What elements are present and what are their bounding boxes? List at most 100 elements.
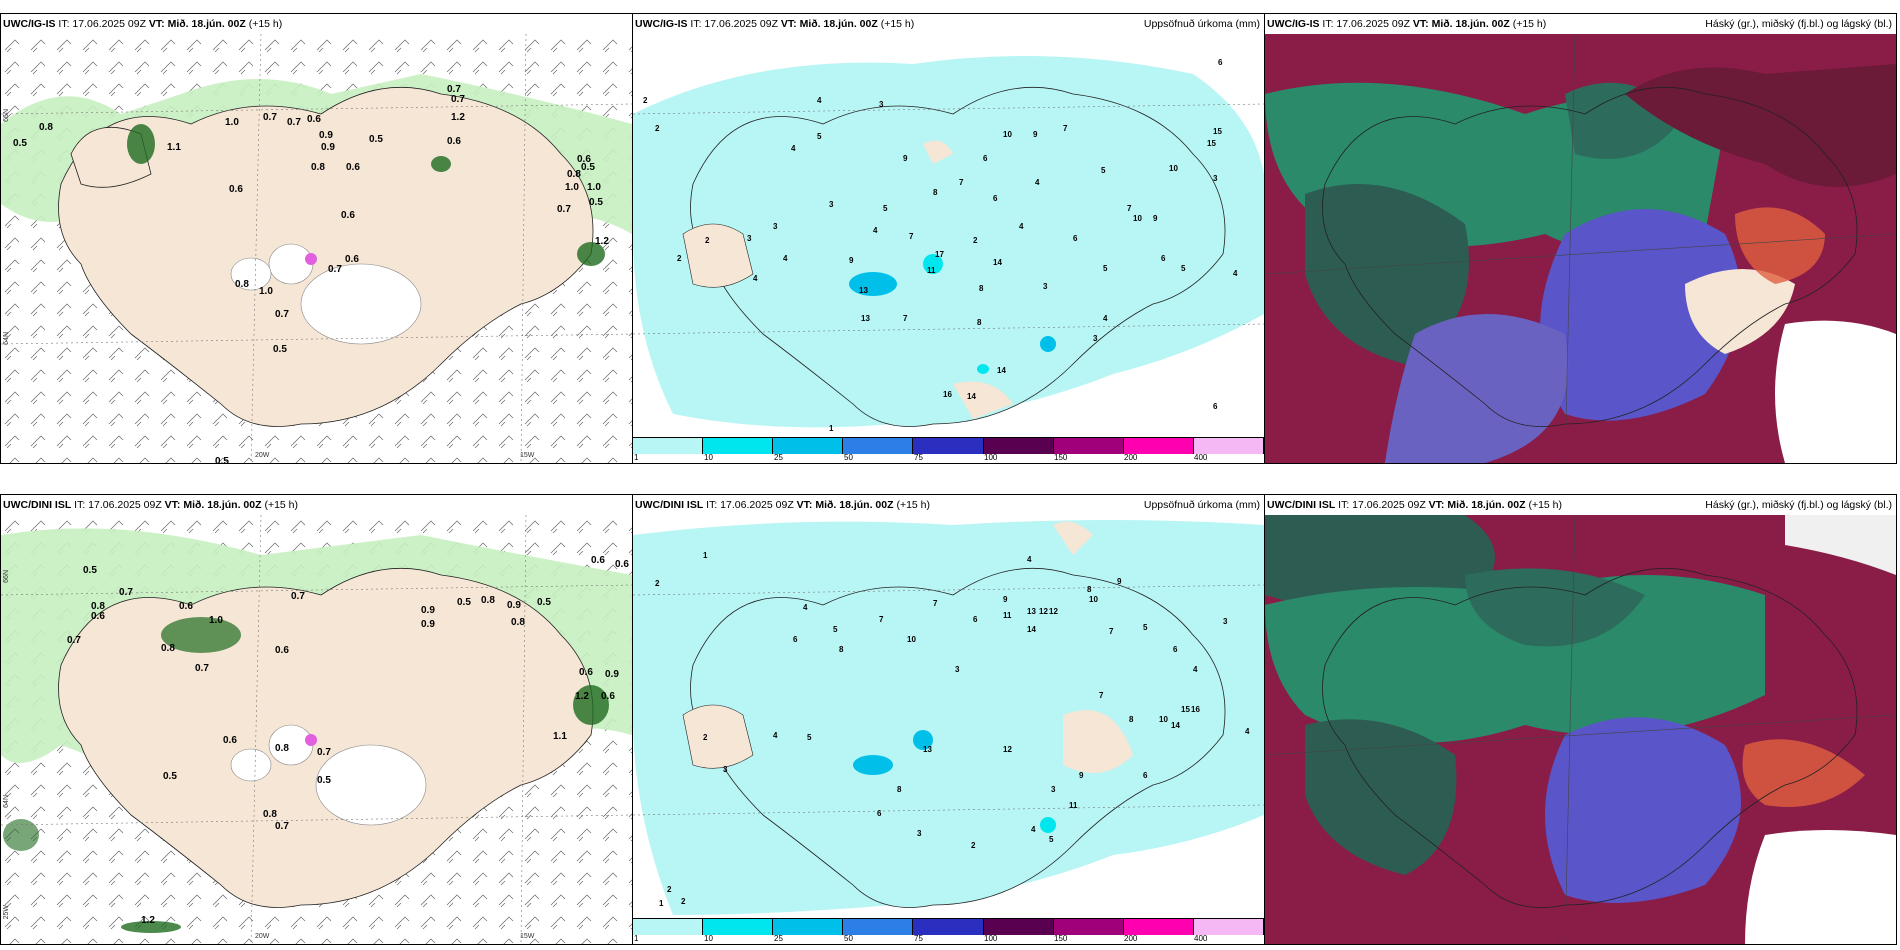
precip-value: 14 bbox=[997, 366, 1006, 375]
precip-value: 5 bbox=[833, 625, 838, 634]
precip-value: 4 bbox=[1245, 727, 1250, 736]
panel-title: Uppsöfnuð úrkoma (mm) bbox=[1143, 18, 1260, 30]
panel-title: Uppsöfnuð úrkoma (mm) bbox=[1143, 499, 1260, 511]
lead-time: (+15 h) bbox=[880, 18, 915, 30]
legend-swatch bbox=[843, 438, 914, 454]
precip-value: 8 bbox=[1129, 715, 1134, 724]
legend-colorbar bbox=[633, 918, 1264, 935]
precip-map bbox=[633, 34, 1264, 437]
legend-tick: 100 bbox=[984, 453, 998, 462]
precip-value: 8 bbox=[1087, 585, 1092, 594]
wind-value: 0.8 bbox=[511, 617, 525, 628]
precip-value: 5 bbox=[1181, 264, 1186, 273]
legend-tick: 75 bbox=[914, 453, 923, 462]
precip-value: 5 bbox=[1049, 835, 1054, 844]
wind-value: 0.5 bbox=[537, 597, 551, 608]
precip-value: 15 bbox=[1181, 705, 1190, 714]
precip-value: 14 bbox=[1027, 625, 1036, 634]
wind-value: 0.6 bbox=[591, 555, 605, 566]
precip-value: 4 bbox=[817, 96, 822, 105]
lat-label-64: 64N bbox=[3, 795, 10, 808]
precip-value: 7 bbox=[1099, 691, 1104, 700]
precip-value: 6 bbox=[1218, 58, 1223, 67]
wind-value: 0.5 bbox=[273, 344, 287, 355]
precip-value: 10 bbox=[1089, 595, 1098, 604]
wind-map-panel-top[interactable]: UWC/IG-IS IT: 17.06.2025 09Z VT: Mið. 18… bbox=[0, 13, 633, 464]
precip-value: 9 bbox=[903, 154, 908, 163]
legend-tick: 200 bbox=[1124, 934, 1138, 943]
precip-value: 3 bbox=[1093, 334, 1098, 343]
precip-value: 6 bbox=[1173, 645, 1178, 654]
wind-value: 0.5 bbox=[13, 138, 27, 149]
precip-value: 4 bbox=[1031, 825, 1036, 834]
precip-value: 3 bbox=[829, 200, 834, 209]
wind-value: 0.6 bbox=[223, 735, 237, 746]
wind-value: 0.6 bbox=[579, 667, 593, 678]
panel-header: UWC/IG-IS IT: 17.06.2025 09Z VT: Mið. 18… bbox=[633, 14, 1264, 34]
cloud-map-panel-bottom[interactable]: UWC/DINI ISL IT: 17.06.2025 09Z VT: Mið.… bbox=[1264, 494, 1897, 945]
model-label: UWC/IG-IS bbox=[1267, 18, 1320, 30]
legend-swatch bbox=[633, 919, 704, 935]
precip-value: 2 bbox=[973, 236, 978, 245]
legend-swatch bbox=[703, 919, 774, 935]
cloud-map-panel-top[interactable]: UWC/IG-IS IT: 17.06.2025 09Z VT: Mið. 18… bbox=[1264, 13, 1897, 464]
wind-value: 0.7 bbox=[67, 635, 81, 646]
wind-value: 0.5 bbox=[163, 771, 177, 782]
legend-tick: 1 bbox=[634, 453, 639, 462]
precip-map-panel-top[interactable]: UWC/IG-IS IT: 17.06.2025 09Z VT: Mið. 18… bbox=[632, 13, 1265, 464]
precip-value: 7 bbox=[1109, 627, 1114, 636]
wind-value: 0.8 bbox=[481, 595, 495, 606]
wind-value: 0.6 bbox=[341, 210, 355, 221]
precip-value: 13 bbox=[859, 286, 868, 295]
precip-legend: 1 10 25 50 75 100 150 200 400 bbox=[633, 437, 1264, 463]
wind-value: 0.6 bbox=[345, 254, 359, 265]
precip-value: 17 bbox=[935, 250, 944, 259]
precip-value: 4 bbox=[1233, 269, 1238, 278]
wind-value: 0.6 bbox=[91, 611, 105, 622]
legend-swatch bbox=[983, 919, 1054, 935]
wind-value: 0.6 bbox=[615, 559, 629, 570]
wind-value: 0.6 bbox=[307, 114, 321, 125]
precip-value: 9 bbox=[1003, 595, 1008, 604]
precip-value: 5 bbox=[1143, 623, 1148, 632]
precip-value: 10 bbox=[1003, 130, 1012, 139]
legend-tick: 1 bbox=[634, 934, 639, 943]
valid-time: VT: Mið. 18.jún. 00Z bbox=[1412, 18, 1510, 30]
precip-value: 10 bbox=[907, 635, 916, 644]
legend-swatch bbox=[913, 438, 984, 454]
precip-value: 7 bbox=[879, 615, 884, 624]
precip-value: 7 bbox=[1127, 204, 1132, 213]
precip-value: 10 bbox=[1133, 214, 1142, 223]
legend-swatch bbox=[703, 438, 774, 454]
precip-value: 8 bbox=[979, 284, 984, 293]
precip-value: 8 bbox=[897, 785, 902, 794]
precip-value: 10 bbox=[1159, 715, 1168, 724]
wind-value: 0.7 bbox=[275, 821, 289, 832]
issue-time: IT: 17.06.2025 09Z bbox=[1338, 499, 1426, 511]
valid-time: VT: Mið. 18.jún. 00Z bbox=[148, 18, 246, 30]
wind-value: 0.6 bbox=[275, 645, 289, 656]
issue-time: IT: 17.06.2025 09Z bbox=[706, 499, 794, 511]
wind-value: 1.2 bbox=[451, 112, 465, 123]
valid-time: VT: Mið. 18.jún. 00Z bbox=[780, 18, 878, 30]
cloud-map bbox=[1265, 34, 1896, 463]
precip-value: 4 bbox=[773, 731, 778, 740]
panel-header: UWC/DINI ISL IT: 17.06.2025 09Z VT: Mið.… bbox=[1265, 495, 1896, 515]
precip-value: 3 bbox=[955, 665, 960, 674]
wind-map-panel-bottom[interactable]: UWC/DINI ISL IT: 17.06.2025 09Z VT: Mið.… bbox=[0, 494, 633, 945]
wind-value: 1.1 bbox=[553, 731, 567, 742]
wind-value: 0.6 bbox=[601, 691, 615, 702]
legend-tick: 50 bbox=[844, 934, 853, 943]
precip-map-panel-bottom[interactable]: UWC/DINI ISL IT: 17.06.2025 09Z VT: Mið.… bbox=[632, 494, 1265, 945]
cloud-map bbox=[1265, 515, 1896, 944]
wind-map bbox=[1, 515, 632, 944]
precip-value: 2 bbox=[703, 733, 708, 742]
wind-value: 0.9 bbox=[507, 600, 521, 611]
wind-value: 0.8 bbox=[567, 169, 581, 180]
wind-value: 0.9 bbox=[319, 130, 333, 141]
precip-value: 9 bbox=[1117, 577, 1122, 586]
panel-header: UWC/IG-IS IT: 17.06.2025 09Z VT: Mið. 18… bbox=[1265, 14, 1896, 34]
precip-value: 4 bbox=[1019, 222, 1024, 231]
precip-value: 2 bbox=[655, 579, 660, 588]
legend-swatch bbox=[773, 438, 844, 454]
